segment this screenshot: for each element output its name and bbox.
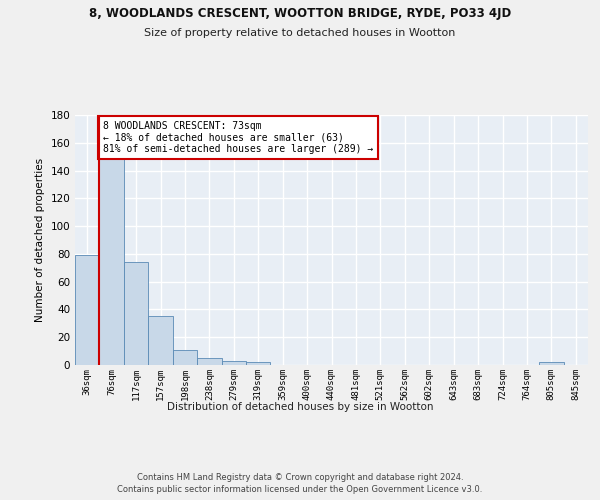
Text: Size of property relative to detached houses in Wootton: Size of property relative to detached ho…	[145, 28, 455, 38]
Bar	[246, 362, 271, 365]
Text: 8 WOODLANDS CRESCENT: 73sqm
← 18% of detached houses are smaller (63)
81% of sem: 8 WOODLANDS CRESCENT: 73sqm ← 18% of det…	[103, 120, 373, 154]
Text: Distribution of detached houses by size in Wootton: Distribution of detached houses by size …	[167, 402, 433, 412]
Bar	[148, 316, 173, 365]
Y-axis label: Number of detached properties: Number of detached properties	[35, 158, 45, 322]
Bar	[539, 362, 563, 365]
Bar	[100, 154, 124, 365]
Text: Contains HM Land Registry data © Crown copyright and database right 2024.
Contai: Contains HM Land Registry data © Crown c…	[118, 472, 482, 494]
Bar	[173, 350, 197, 365]
Text: 8, WOODLANDS CRESCENT, WOOTTON BRIDGE, RYDE, PO33 4JD: 8, WOODLANDS CRESCENT, WOOTTON BRIDGE, R…	[89, 8, 511, 20]
Bar	[75, 256, 100, 365]
Bar	[124, 262, 148, 365]
Bar	[197, 358, 221, 365]
Bar	[221, 361, 246, 365]
